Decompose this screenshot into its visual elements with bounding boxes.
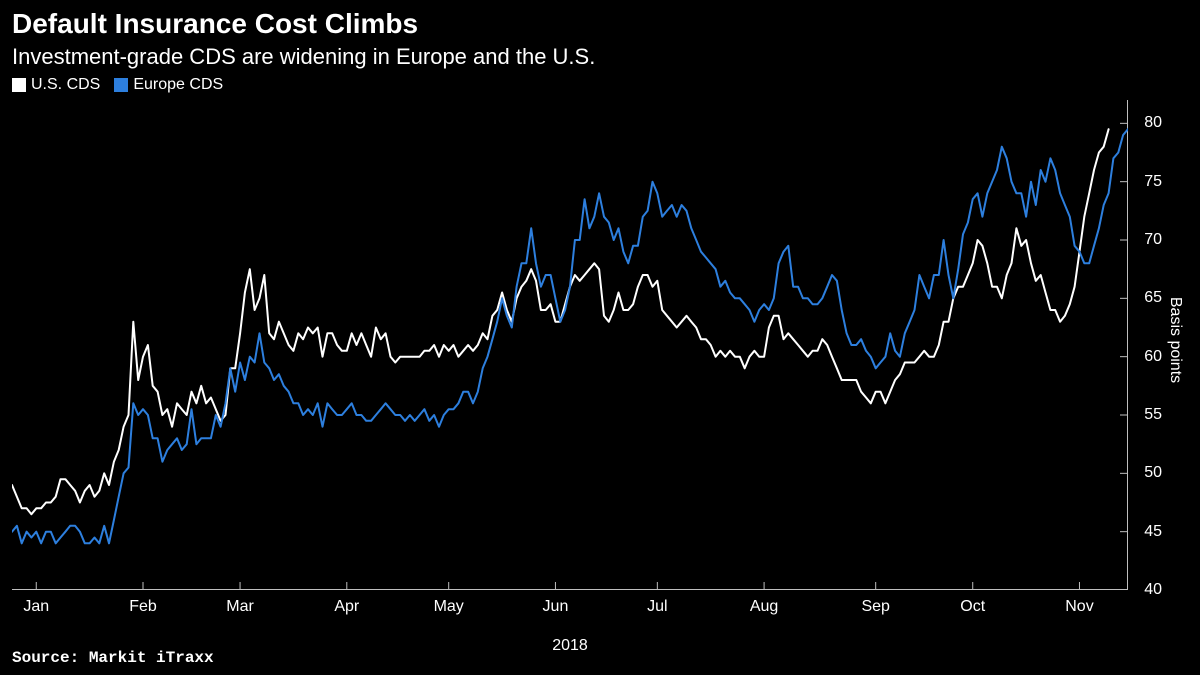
- legend-swatch-us: [12, 78, 26, 92]
- y-axis-label: Basis points: [1166, 297, 1184, 383]
- y-tick-label: 75: [1144, 173, 1162, 191]
- x-tick-label: Nov: [1065, 598, 1093, 616]
- y-tick-label: 40: [1144, 581, 1162, 599]
- source-text: Source: Markit iTraxx: [12, 649, 214, 667]
- x-tick-label: May: [434, 598, 464, 616]
- legend-swatch-eu: [114, 78, 128, 92]
- legend-label-us: U.S. CDS: [31, 76, 100, 94]
- legend: U.S. CDS Europe CDS: [12, 76, 223, 94]
- y-tick-label: 60: [1144, 348, 1162, 366]
- x-tick-label: Feb: [129, 598, 157, 616]
- y-tick-label: 70: [1144, 231, 1162, 249]
- x-tick-label: Sep: [861, 598, 889, 616]
- y-tick-label: 50: [1144, 464, 1162, 482]
- x-tick-label: Mar: [226, 598, 254, 616]
- legend-item-eu: Europe CDS: [114, 76, 223, 94]
- x-tick-label: Aug: [750, 598, 778, 616]
- chart-title: Default Insurance Cost Climbs: [12, 8, 418, 40]
- x-tick-label: Apr: [334, 598, 359, 616]
- x-tick-label: Jan: [23, 598, 49, 616]
- x-tick-label: Jun: [543, 598, 569, 616]
- plot-area: 404550556065707580JanFebMarAprMayJunJulA…: [12, 100, 1128, 590]
- legend-label-eu: Europe CDS: [133, 76, 223, 94]
- legend-item-us: U.S. CDS: [12, 76, 100, 94]
- x-tick-label: Jul: [647, 598, 667, 616]
- y-tick-label: 65: [1144, 289, 1162, 307]
- y-tick-label: 45: [1144, 523, 1162, 541]
- y-tick-label: 55: [1144, 406, 1162, 424]
- x-tick-label: Oct: [960, 598, 985, 616]
- series-line: [12, 123, 1128, 543]
- chart-subtitle: Investment-grade CDS are widening in Eur…: [12, 44, 595, 70]
- y-tick-label: 80: [1144, 114, 1162, 132]
- chart-svg: [12, 100, 1128, 590]
- x-axis-year: 2018: [552, 637, 588, 655]
